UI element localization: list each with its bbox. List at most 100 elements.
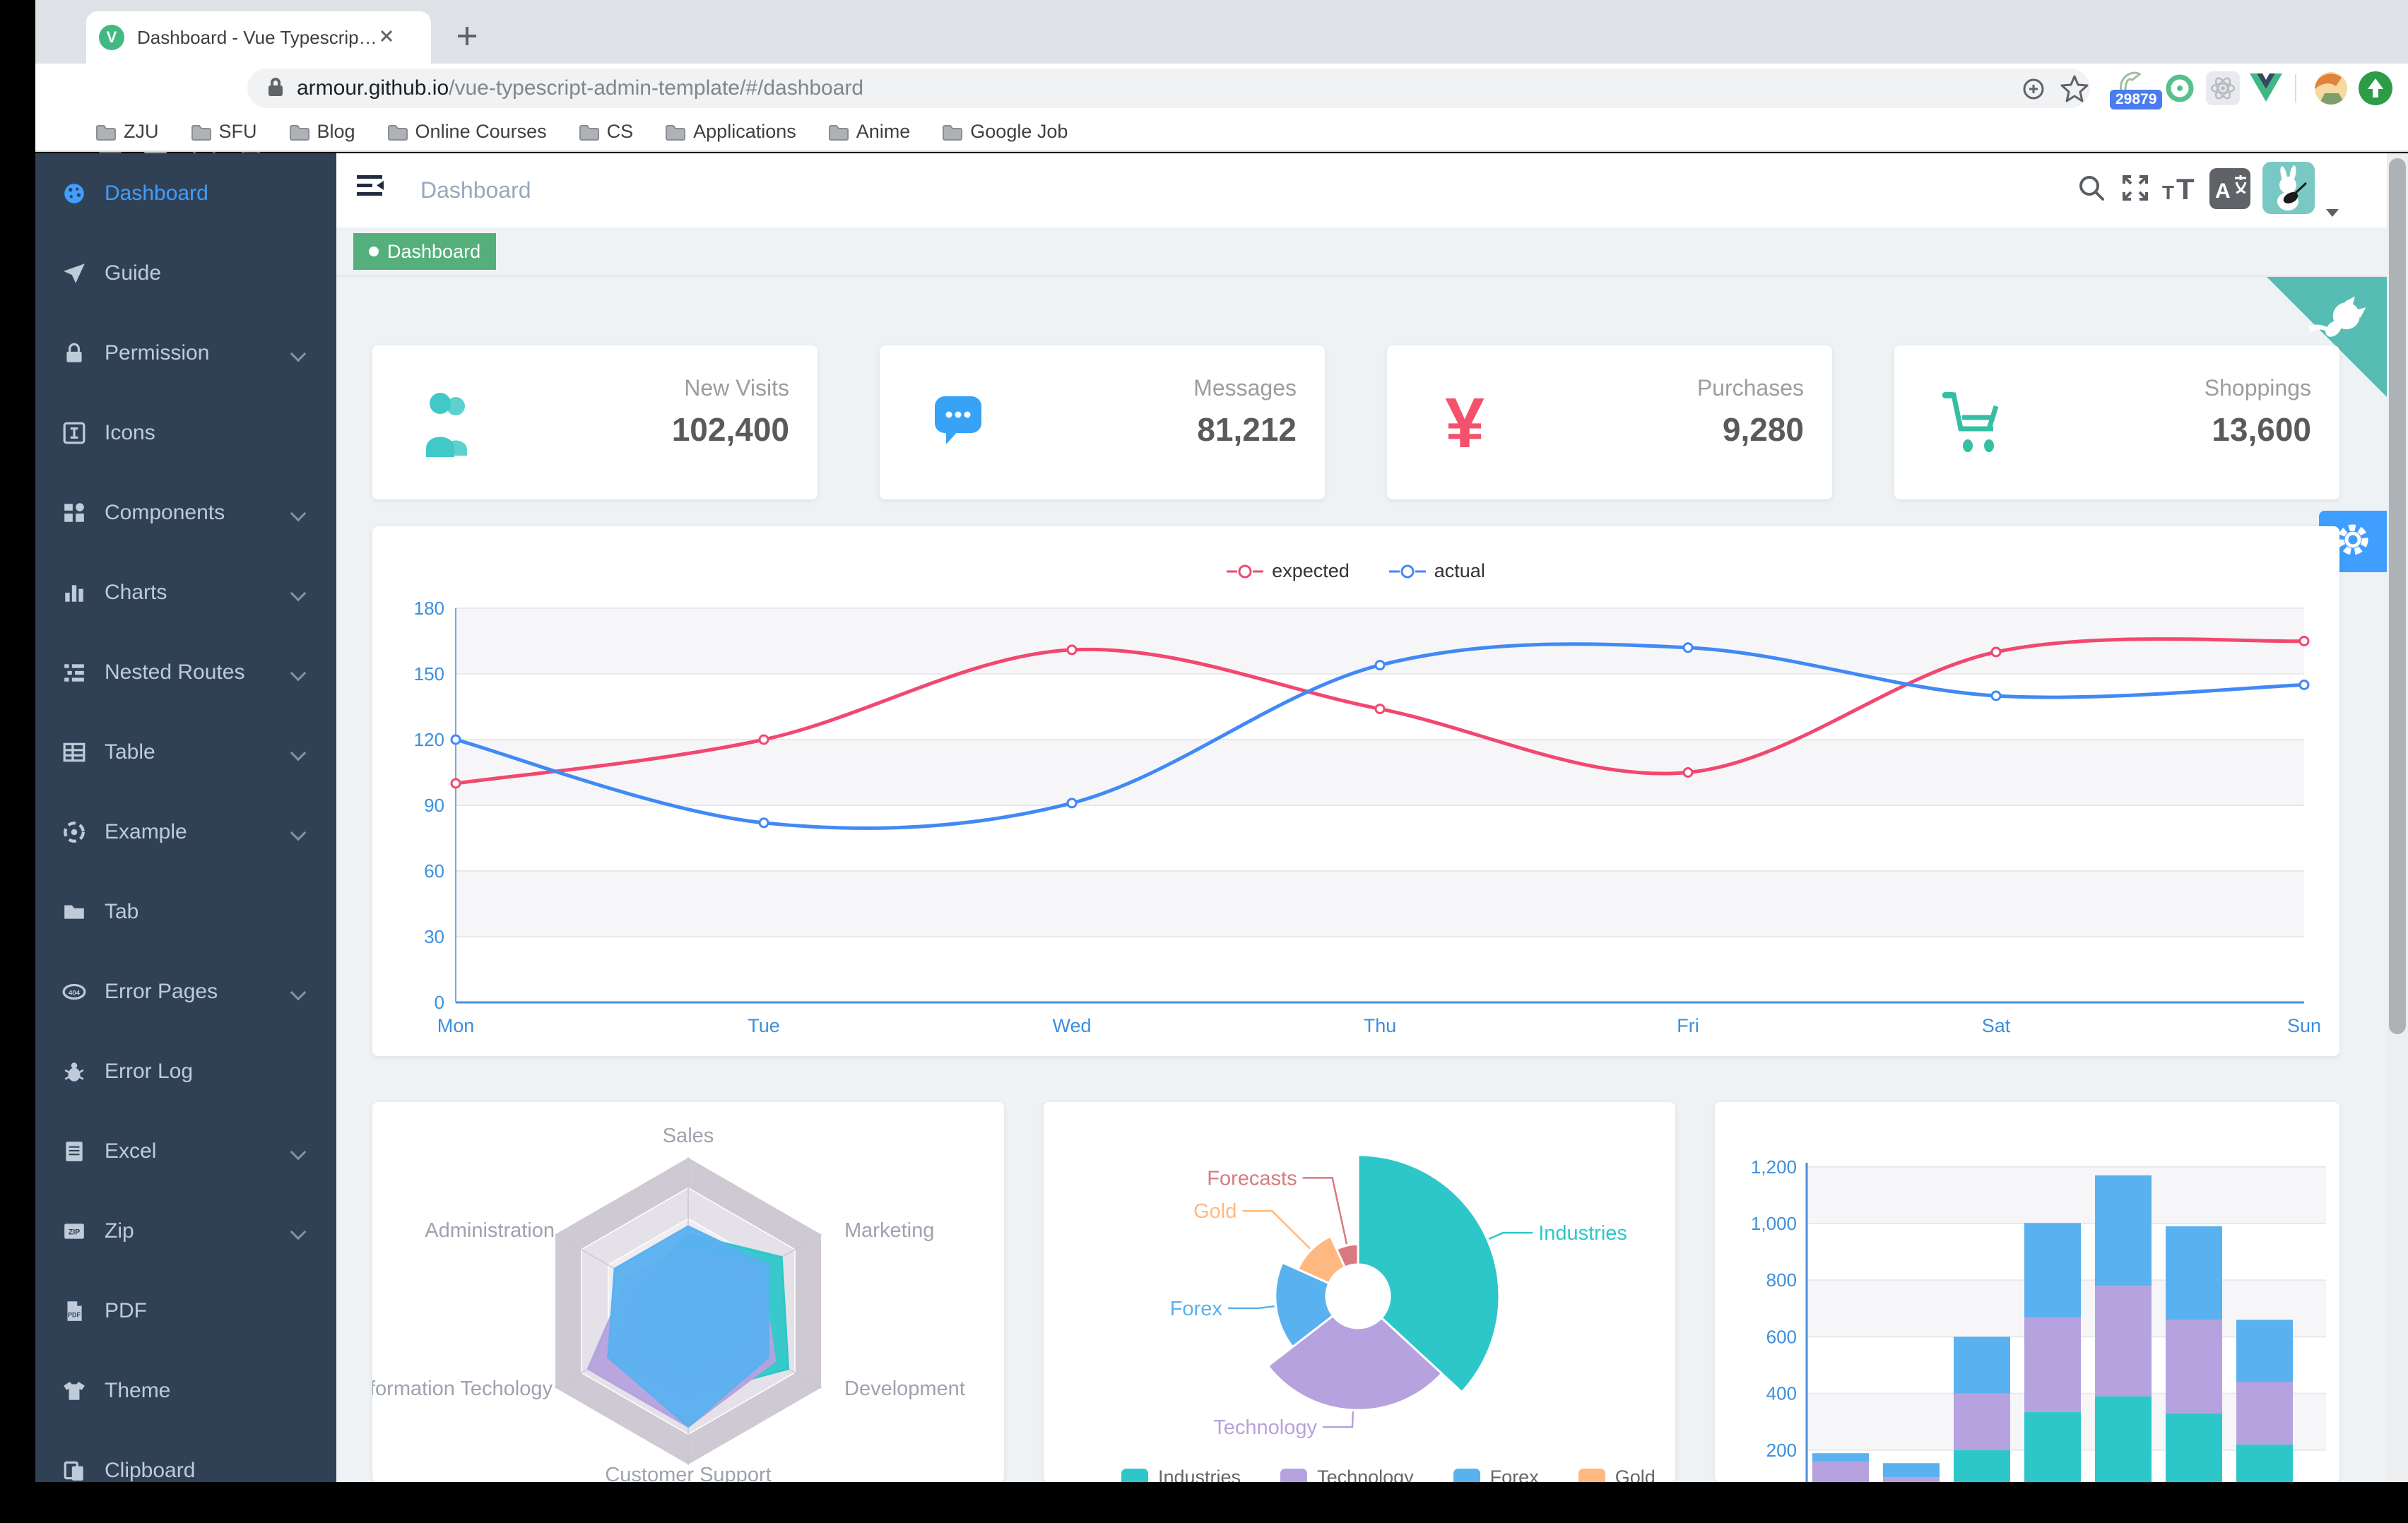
app-header	[336, 153, 2387, 227]
zip-icon: ZIP	[62, 1219, 86, 1243]
svg-text:90: 90	[424, 795, 444, 816]
legend-item[interactable]: expected	[1227, 560, 1350, 582]
sidebar-item-icons[interactable]: Icons	[35, 393, 336, 473]
browser-tab[interactable]: V Dashboard - Vue Typescript Ad	[86, 11, 431, 64]
extension-circle-icon[interactable]	[2164, 72, 2196, 105]
translate-icon[interactable]: A	[2209, 168, 2250, 209]
chevron-down-icon	[290, 984, 307, 1001]
legend-item[interactable]: actual	[1388, 560, 1485, 582]
sidebar-item-dashboard[interactable]: Dashboard	[35, 153, 336, 233]
chevron-down-icon	[290, 1223, 307, 1240]
line-chart-legend[interactable]: expected actual	[372, 560, 2339, 582]
pie-chart-legend[interactable]: Industries Technology Forex Gold	[1121, 1466, 1656, 1482]
screen-edge-left	[0, 0, 35, 1523]
pie-chart-card: Industries Technology Forex Gold Forecasts I…	[1044, 1102, 1675, 1482]
sidebar-item-example[interactable]: Example	[35, 792, 336, 872]
chevron-down-icon	[290, 1144, 307, 1161]
hamburger-icon[interactable]	[357, 175, 386, 198]
stat-card-new-visits[interactable]: New Visits 102,400	[372, 345, 818, 499]
stat-card-shoppings[interactable]: Shoppings 13,600	[1894, 345, 2339, 499]
user-avatar[interactable]	[2262, 162, 2315, 214]
lock-icon	[62, 341, 86, 365]
sidebar-item-table[interactable]: Table	[35, 712, 336, 792]
radar-chart-card: Sales Marketing Development Customer Sup…	[372, 1102, 1004, 1482]
active-tag[interactable]: Dashboard	[353, 233, 497, 270]
close-tab-icon[interactable]	[377, 27, 396, 49]
sidebar-item-zip[interactable]: ZIP Zip	[35, 1191, 336, 1271]
bookmark-zju[interactable]: ZJU	[95, 121, 159, 143]
svg-text:1,200: 1,200	[1751, 1156, 1797, 1178]
bookmark-blog[interactable]: Blog	[289, 121, 355, 143]
shopping-cart-icon	[1937, 385, 2007, 463]
sidebar-item-permission[interactable]: Permission	[35, 313, 336, 393]
sidebar-item-guide[interactable]: Guide	[35, 233, 336, 313]
radar-label-information-technology: Information Techology	[372, 1377, 553, 1400]
svg-text:600: 600	[1766, 1326, 1797, 1347]
stat-card-purchases[interactable]: ¥ Purchases 9,280	[1387, 345, 1832, 499]
bar-chart-card: 200 400 600 800 1,000 1,200	[1715, 1102, 2339, 1482]
search-icon[interactable]	[2076, 172, 2107, 203]
guide-icon	[62, 261, 86, 285]
stat-card-messages[interactable]: Messages 81,212	[880, 345, 1325, 499]
sidebar-item-tab[interactable]: Tab	[35, 872, 336, 952]
sidebar-item-charts[interactable]: Charts	[35, 552, 336, 632]
scrollbar-thumb[interactable]	[2389, 158, 2406, 1034]
sidebar-item-excel[interactable]: Excel	[35, 1111, 336, 1191]
sidebar-item-nested-routes[interactable]: Nested Routes	[35, 632, 336, 712]
tags-view-bar	[336, 227, 2387, 277]
caret-down-icon[interactable]	[2326, 209, 2339, 217]
bookmark-online-courses[interactable]: Online Courses	[387, 121, 547, 143]
fullscreen-icon[interactable]	[2120, 172, 2151, 203]
address-bar[interactable]: armour.github.io/vue-typescript-admin-te…	[247, 69, 2090, 108]
extension-icon[interactable]: 29879	[2110, 67, 2163, 109]
sidebar-item-pdf[interactable]: PDF PDF	[35, 1271, 336, 1351]
sidebar-item-error-pages[interactable]: 404 Error Pages	[35, 952, 336, 1031]
sidebar-item-error-log[interactable]: Error Log	[35, 1031, 336, 1111]
zoom-icon[interactable]	[2019, 75, 2048, 103]
example-icon	[62, 820, 86, 844]
excel-icon	[62, 1139, 86, 1163]
vue-devtools-icon[interactable]	[2250, 73, 2282, 102]
svg-text:Mon: Mon	[437, 1015, 475, 1036]
chevron-down-icon	[290, 585, 307, 602]
sidebar-item-components[interactable]: Components	[35, 473, 336, 552]
legend-item[interactable]: Industries	[1121, 1466, 1241, 1482]
toolbar-divider	[2295, 74, 2296, 102]
error-404-icon: 404	[62, 980, 86, 1004]
bookmark-google-job[interactable]: Google Job	[942, 121, 1068, 143]
svg-text:800: 800	[1766, 1269, 1797, 1291]
svg-text:200: 200	[1766, 1440, 1797, 1461]
legend-item[interactable]: Technology	[1280, 1466, 1414, 1482]
bookmark-sfu[interactable]: SFU	[191, 121, 257, 143]
bookmark-anime[interactable]: Anime	[828, 121, 910, 143]
money-icon: ¥	[1429, 384, 1500, 466]
github-corner[interactable]	[2267, 277, 2387, 401]
chevron-down-icon	[290, 824, 307, 841]
legend-item[interactable]: Forex	[1453, 1466, 1539, 1482]
radar-label-sales: Sales	[662, 1125, 714, 1147]
charts-icon	[62, 581, 86, 605]
tag-dot	[369, 247, 379, 256]
folder-icon	[62, 900, 86, 924]
svg-text:Sat: Sat	[1982, 1015, 2011, 1036]
sidebar-item-theme[interactable]: Theme	[35, 1351, 336, 1430]
pdf-icon: PDF	[62, 1299, 86, 1323]
svg-text:1,000: 1,000	[1751, 1213, 1797, 1234]
sidebar-item-clipboard[interactable]: Clipboard	[35, 1430, 336, 1510]
browser-update-icon[interactable]	[2359, 71, 2392, 105]
bookmark-star-icon[interactable]	[2059, 73, 2090, 105]
lock-icon	[266, 75, 285, 102]
screen-edge-bottom	[0, 1482, 2408, 1523]
svg-text:30: 30	[424, 926, 444, 947]
legend-item[interactable]: Gold	[1578, 1466, 1656, 1482]
url-text: armour.github.io/vue-typescript-admin-te…	[297, 76, 864, 100]
radar-label-administration: Administration	[425, 1219, 555, 1242]
new-tab-icon[interactable]	[456, 25, 478, 47]
react-devtools-icon[interactable]	[2206, 71, 2240, 105]
radar-label-customer-support: Customer Support	[605, 1464, 772, 1482]
bookmark-applications[interactable]: Applications	[665, 121, 796, 143]
browser-profile-avatar[interactable]	[2315, 72, 2347, 105]
bookmark-cs[interactable]: CS	[579, 121, 633, 143]
